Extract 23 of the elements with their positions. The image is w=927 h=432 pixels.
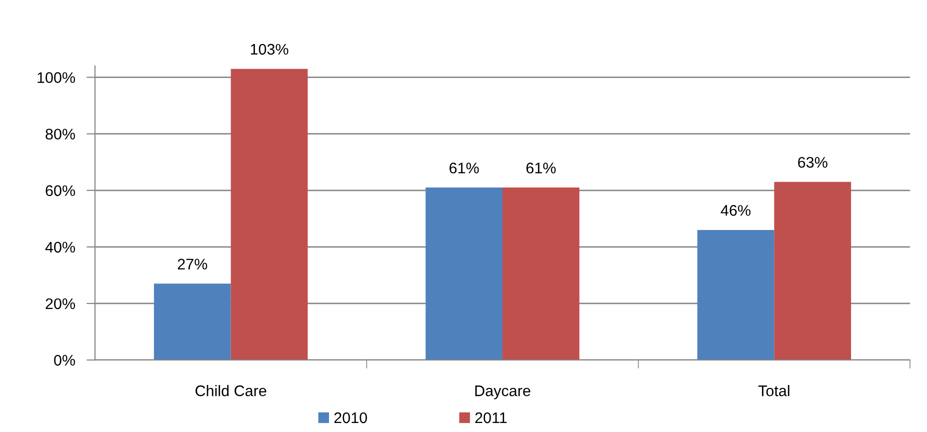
data-label: 61% [450, 162, 479, 174]
bar [774, 182, 852, 360]
bar [697, 230, 774, 360]
bar [154, 284, 231, 360]
legend-label: 2011 [475, 412, 507, 424]
bar [230, 68, 308, 360]
bar [502, 188, 580, 360]
x-tick-label: Total [758, 385, 790, 396]
y-tick-label: 0% [54, 354, 76, 366]
data-label: 61% [526, 162, 556, 174]
data-label: 103% [250, 44, 288, 55]
legend-label: 2010 [334, 412, 367, 424]
y-tick-label: 60% [46, 185, 76, 196]
y-tick-label: 100% [38, 72, 76, 83]
bar [426, 188, 502, 360]
data-label: 46% [720, 205, 750, 216]
data-label: 63% [798, 156, 828, 168]
x-tick-label: Daycare [475, 386, 530, 400]
x-tick-label: Child Care [196, 385, 266, 396]
y-tick-label: 20% [46, 298, 76, 310]
data-label: 27% [178, 258, 208, 270]
y-tick-label: 40% [45, 242, 76, 253]
y-tick-label: 80% [46, 128, 76, 140]
